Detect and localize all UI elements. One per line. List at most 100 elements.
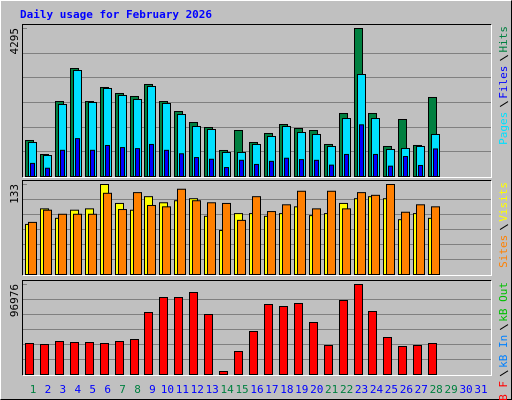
bar	[85, 342, 94, 376]
y-tick-label: 133	[8, 184, 21, 204]
bar	[299, 159, 304, 177]
x-tick-label: 4	[74, 383, 81, 396]
bar	[120, 147, 125, 178]
bar	[45, 167, 50, 178]
bar	[28, 221, 37, 275]
bar	[401, 211, 410, 275]
x-tick-label: 17	[265, 383, 278, 396]
x-tick-label: 9	[149, 383, 156, 396]
bar	[249, 331, 258, 376]
bar	[144, 311, 153, 376]
bar	[314, 159, 319, 178]
x-tick-label: 12	[191, 383, 204, 396]
bar	[294, 303, 303, 376]
bar	[219, 371, 228, 375]
bar	[327, 190, 336, 276]
plot-border-light	[22, 180, 492, 276]
bar	[174, 297, 183, 376]
legend-separator	[499, 324, 509, 331]
bar	[25, 342, 34, 375]
legend-separator	[499, 101, 509, 108]
legend-label: Visits	[497, 182, 510, 222]
bar	[329, 164, 334, 177]
x-tick-label: 21	[325, 383, 338, 396]
bar	[75, 138, 80, 177]
bar	[224, 167, 229, 177]
bar	[234, 350, 243, 376]
plot-border-dark	[22, 180, 492, 276]
bar	[309, 322, 318, 376]
x-tick-label: 31	[474, 383, 487, 396]
bar	[115, 341, 124, 375]
bar	[149, 143, 154, 177]
bar	[264, 303, 273, 375]
bar	[267, 211, 276, 276]
bar	[344, 153, 349, 178]
x-tick-label: 30	[459, 383, 472, 396]
legend-label: Sites	[497, 235, 510, 268]
x-tick-label: 5	[89, 383, 96, 396]
bar	[252, 196, 261, 275]
bar	[428, 342, 437, 375]
bar	[159, 297, 168, 376]
bar	[403, 156, 408, 178]
bar	[418, 164, 423, 177]
x-tick-label: 16	[250, 383, 263, 396]
bar	[43, 209, 52, 275]
x-tick-label: 27	[415, 383, 428, 396]
bar	[354, 284, 363, 375]
bar	[388, 165, 393, 178]
bar	[312, 208, 321, 275]
bar	[237, 219, 246, 275]
legend-separator	[499, 54, 509, 61]
bar	[282, 204, 291, 275]
bar	[130, 339, 139, 375]
bar	[100, 342, 109, 375]
bar	[105, 144, 110, 178]
x-tick-label: 7	[119, 383, 126, 396]
plot-border-dark	[22, 280, 492, 376]
bar	[371, 194, 380, 276]
bar	[162, 206, 171, 275]
bar	[279, 305, 288, 376]
bar	[164, 149, 169, 177]
x-tick-label: 10	[161, 383, 174, 396]
bar	[239, 159, 244, 178]
bar	[416, 204, 425, 275]
x-tick-label: 15	[235, 383, 248, 396]
bar	[398, 346, 407, 375]
x-tick-label: 2	[45, 383, 52, 396]
bar	[135, 148, 140, 177]
bar	[194, 157, 199, 177]
bar	[373, 153, 378, 178]
plot-border-light	[22, 24, 492, 178]
bar	[222, 202, 231, 276]
bar	[284, 157, 289, 178]
legend-label: Hits	[497, 26, 510, 53]
x-tick-label: 25	[385, 383, 398, 396]
x-tick-label: 13	[206, 383, 219, 396]
bar	[147, 204, 156, 275]
x-tick-label: 26	[400, 383, 413, 396]
bar	[90, 149, 95, 177]
chart-title: Daily usage for February 2026	[20, 8, 212, 21]
legend-label: Pages	[497, 112, 510, 145]
bar	[204, 313, 213, 376]
x-tick-label: 1	[30, 383, 37, 396]
legend-label: kB In	[497, 335, 510, 368]
legend-separator	[499, 224, 509, 231]
bar	[103, 192, 112, 276]
x-tick-label: 18	[280, 383, 293, 396]
plot-border-dark	[22, 24, 492, 178]
bar	[254, 163, 259, 178]
x-tick-label: 23	[355, 383, 368, 396]
bar	[207, 202, 216, 275]
x-tick-label: 11	[176, 383, 189, 396]
bar	[386, 184, 395, 275]
bar	[133, 192, 142, 275]
bar	[433, 148, 438, 177]
bar	[339, 299, 348, 376]
x-tick-label: 3	[60, 383, 67, 396]
